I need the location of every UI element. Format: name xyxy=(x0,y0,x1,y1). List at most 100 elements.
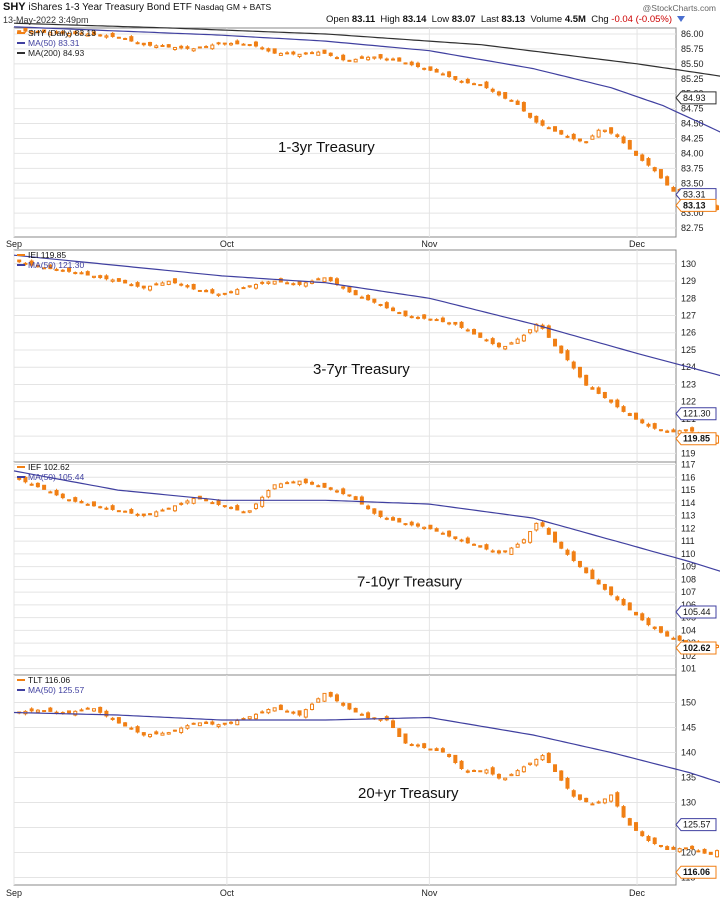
candle-body xyxy=(23,262,28,265)
candle-body xyxy=(42,267,47,270)
candle-body xyxy=(67,710,72,714)
high-value: 83.14 xyxy=(402,14,427,25)
candle-body xyxy=(409,521,414,526)
candle-body xyxy=(35,709,40,713)
candle-body xyxy=(378,54,383,59)
y-tick-label: 85.75 xyxy=(681,44,704,54)
candle-body xyxy=(671,187,676,192)
candle-body xyxy=(185,500,190,504)
y-tick-label: 83.75 xyxy=(681,163,704,173)
candle-body xyxy=(478,84,483,87)
candle-body xyxy=(627,602,632,611)
panel-annotation: 7-10yr Treasury xyxy=(357,574,463,591)
candle-body xyxy=(91,275,96,278)
candle-body xyxy=(434,68,439,73)
candle-body xyxy=(428,524,433,530)
candle-body xyxy=(98,34,103,37)
candle-body xyxy=(334,278,339,285)
y-tick-label: 85.25 xyxy=(681,74,704,84)
value-marker xyxy=(675,818,717,832)
candle-body xyxy=(677,635,682,641)
candle-body xyxy=(447,753,452,758)
y-tick-label: 83.00 xyxy=(681,208,704,218)
y-tick-label: 84.50 xyxy=(681,119,704,129)
candle-body xyxy=(671,846,676,850)
candle-body xyxy=(104,35,109,38)
candle-body xyxy=(602,798,607,804)
candle-body xyxy=(347,494,352,497)
candle-body xyxy=(384,58,389,61)
high-label: High xyxy=(380,14,400,25)
candle-body xyxy=(222,722,227,725)
y-tick-label: 104 xyxy=(681,625,696,635)
y-tick-label: 84.75 xyxy=(681,104,704,114)
candle-body xyxy=(465,770,470,773)
candle-body xyxy=(359,296,364,299)
candle-body xyxy=(484,339,489,342)
candle-body xyxy=(98,275,103,279)
dropdown-arrow-icon[interactable] xyxy=(676,16,685,23)
y-tick-label: 115 xyxy=(681,485,695,495)
candle-body xyxy=(42,29,47,33)
candle-body xyxy=(135,726,140,733)
candle-body xyxy=(571,790,576,797)
candle-body xyxy=(185,285,190,288)
candle-body xyxy=(490,88,495,92)
candle-body xyxy=(347,286,352,293)
y-tick-label: 101 xyxy=(681,664,696,674)
candle-body xyxy=(129,727,134,730)
candle-body xyxy=(634,822,639,831)
x-tick-label: Nov xyxy=(421,888,438,898)
candle-body xyxy=(141,732,146,736)
candle-body xyxy=(91,31,96,36)
candle-body xyxy=(521,539,526,544)
candle-body xyxy=(42,710,47,713)
candle-body xyxy=(172,729,177,732)
candle-body xyxy=(590,135,595,140)
candle-body xyxy=(646,423,651,427)
panel-annotation: 1-3yr Treasury xyxy=(278,139,375,156)
candle-body xyxy=(328,487,333,490)
y-tick-label: 130 xyxy=(681,259,696,269)
candle-body xyxy=(197,289,202,292)
open-label: Open xyxy=(326,14,350,25)
candle-body xyxy=(415,316,420,319)
candle-body xyxy=(210,289,215,294)
candle-body xyxy=(515,100,520,105)
candle-body xyxy=(646,836,651,841)
value-marker xyxy=(675,91,717,105)
candle-body xyxy=(253,503,258,510)
candle-body xyxy=(135,282,140,287)
volume-label: Volume xyxy=(530,14,563,25)
candle-body xyxy=(559,345,564,354)
candle-body xyxy=(197,722,202,727)
candle-body xyxy=(428,66,433,71)
candle-body xyxy=(148,285,153,291)
x-tick-label: Sep xyxy=(6,888,22,898)
candle-body xyxy=(179,502,184,505)
candle-body xyxy=(123,510,128,513)
candle-body xyxy=(172,505,177,512)
title-line: SHY iShares 1-3 Year Treasury Bond ETF N… xyxy=(3,1,271,13)
candle-body xyxy=(334,694,339,702)
candle-body xyxy=(303,52,308,55)
candle-body xyxy=(453,321,458,325)
legend-entry: MA(50) 105.44 xyxy=(28,472,84,482)
candle-body xyxy=(29,31,34,34)
y-tick-label: 86.00 xyxy=(681,29,704,39)
low-label: Low xyxy=(431,14,450,25)
candle-body xyxy=(359,56,364,59)
candle-body xyxy=(540,120,545,126)
candle-body xyxy=(465,78,470,84)
candle-body xyxy=(615,792,620,807)
candle-body xyxy=(247,44,252,47)
candle-body xyxy=(553,126,558,132)
candle-body xyxy=(584,567,589,574)
y-tick-label: 126 xyxy=(681,328,696,338)
candle-body xyxy=(422,743,427,748)
candle-body xyxy=(154,283,159,286)
candle-body xyxy=(98,506,103,509)
candle-body xyxy=(577,138,582,142)
candle-body xyxy=(366,295,371,301)
candle-body xyxy=(48,707,53,712)
